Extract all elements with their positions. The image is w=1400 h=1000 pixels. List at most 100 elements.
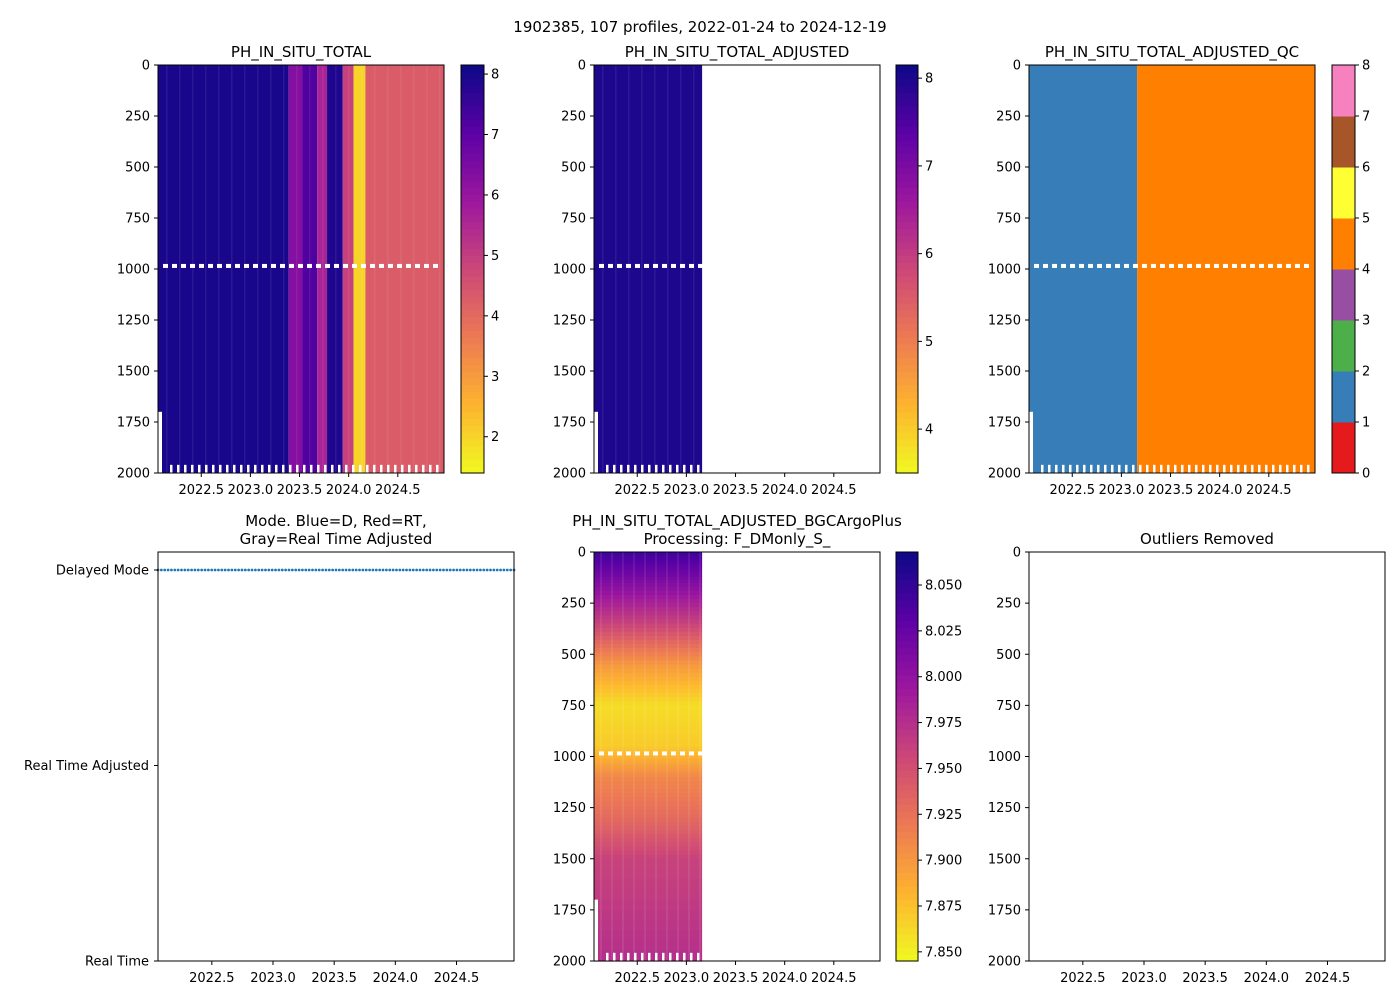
colorbar-segment [896,303,918,311]
colorbar-tick-label: 6 [1362,161,1370,176]
missing-data-gap [617,751,622,756]
heatmap-band [594,689,703,694]
heatmap-band [594,717,703,723]
missing-data-gap [627,464,630,473]
heatmap-band [594,776,703,782]
heatmap-band [594,648,703,653]
colorbar-tick-label: 8.050 [925,579,962,594]
y-tick-label: 1500 [988,365,1021,380]
axes-title: PH_IN_SITU_TOTAL_ADJUSTED [625,43,850,62]
y-tick-label: 750 [561,212,586,227]
profile-texture [413,65,415,473]
missing-data-gap [253,263,258,268]
colorbar-segment [461,323,484,331]
missing-data-gap [172,263,177,268]
profile-texture [309,65,311,473]
mode-point [250,568,254,572]
profile-texture [244,65,246,473]
missing-data-gap [1174,464,1177,473]
heatmap-band [594,656,703,661]
missing-data-gap [184,464,187,473]
missing-data-gap [620,952,623,961]
mode-point [270,568,274,572]
heatmap-band [594,742,703,747]
missing-data-gap [626,751,631,756]
heatmap-band [594,813,703,819]
heatmap-band [594,909,703,921]
y-tick-label: 2000 [553,467,586,482]
y-tick-label: 1000 [988,263,1021,278]
mode-point [368,568,371,572]
y-tick-label: 2000 [553,955,586,970]
colorbar-frame [895,551,919,962]
colorbar-segment [896,316,918,324]
heatmap-band [594,668,703,674]
missing-data-gap [1304,263,1309,268]
colorbar-segment [461,187,484,195]
colorbar-segment [896,913,918,921]
missing-data-gap [345,464,348,473]
colorbar-tick-label: 7.975 [925,716,962,731]
missing-data-gap [1048,464,1051,473]
mode-point [415,568,419,572]
colorbar-segment [896,323,918,331]
heatmap-band [158,65,289,473]
y-tick-label: 0 [578,546,586,561]
missing-data-gap [380,464,383,473]
mode-point [405,568,408,572]
mode-point [324,568,328,572]
heatmap-band [594,755,703,760]
heatmap-band [594,676,703,682]
mode-point [442,568,445,572]
colorbar-segment [461,78,484,86]
mode-point [217,568,220,572]
mode-point [223,568,227,572]
mode-point [193,568,197,572]
x-tick-label: 2023.0 [664,971,710,986]
mode-point [163,568,167,572]
profile-texture [641,65,643,473]
colorbar-segment [461,221,484,229]
colorbar-segment [896,330,918,338]
missing-data-gap [680,263,685,268]
y-tick-label: 2000 [988,955,1021,970]
mode-point [237,568,241,572]
y-tick-label: 1750 [988,416,1021,431]
colorbar-segment [896,579,918,587]
profile-texture [600,552,602,961]
mode-point [337,568,341,572]
missing-data-gap [373,464,376,473]
missing-data-gap [676,952,679,961]
heatmap-band [594,725,703,731]
heatmap-band [594,738,703,743]
y-tick-label: 1500 [988,852,1021,867]
missing-data-gap [1167,464,1170,473]
missing-data-gap [1062,464,1065,473]
heatmap-band [594,697,703,702]
colorbar-segment [461,255,484,263]
missing-data-gap [424,263,429,268]
missing-data-gap [1251,464,1254,473]
mode-point [294,568,298,572]
colorbar-tick-label: 2 [1362,365,1370,380]
missing-data-gap [1043,263,1048,268]
missing-data-gap [208,263,213,268]
mode-point [280,568,284,572]
colorbar-tick-label: 7.950 [925,762,962,777]
mode-point [301,568,304,572]
heatmap-band [302,65,318,473]
missing-data-gap [275,464,278,473]
colorbar-segment [896,872,918,880]
heatmap-band [594,607,703,612]
mode-point [408,568,412,572]
heatmap-band [594,729,703,735]
heatmap-band [594,564,703,568]
heatmap-band [594,579,703,584]
heatmap-band [594,920,703,931]
colorbar-segment [461,418,484,426]
colorbar-segment [896,391,918,399]
y-tick-label: 1250 [117,314,150,329]
colorbar-segment [896,906,918,914]
colorbar-segment [461,99,484,107]
colorbar-tick-label: 8 [925,72,933,87]
